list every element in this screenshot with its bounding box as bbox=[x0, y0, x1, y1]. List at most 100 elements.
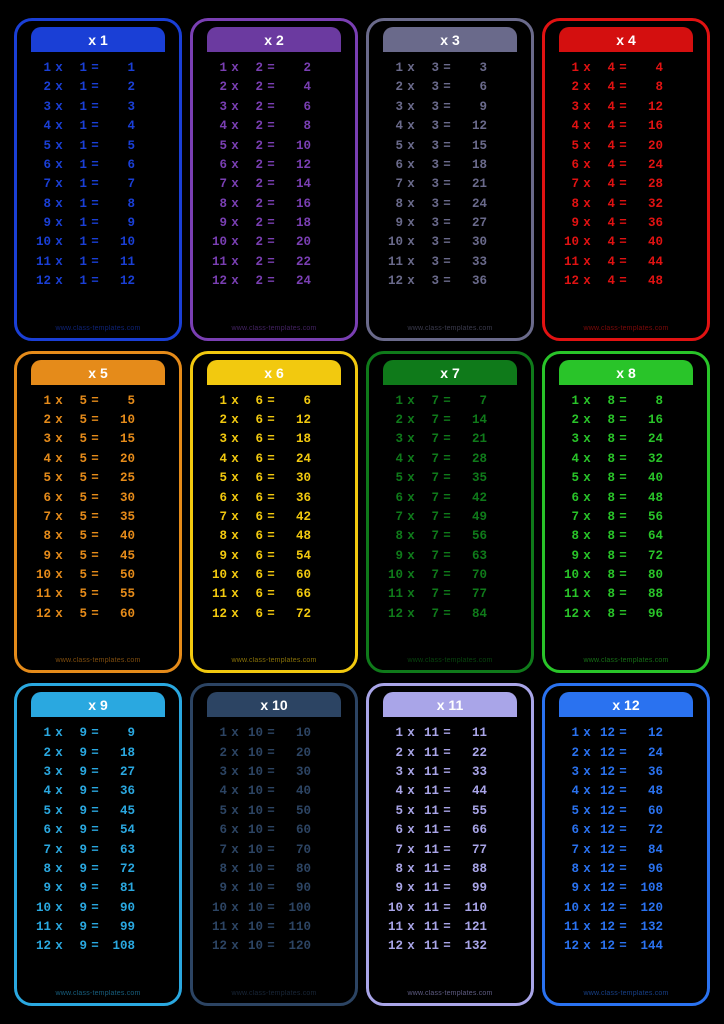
multiplicand: 12 bbox=[207, 606, 227, 623]
equals-symbol: = bbox=[615, 176, 631, 193]
multiplicand: 1 bbox=[31, 725, 51, 742]
multiplier: 12 bbox=[595, 861, 615, 878]
equals-symbol: = bbox=[87, 412, 103, 429]
table-row: 3x1=3 bbox=[31, 99, 165, 116]
mult-symbol: x bbox=[227, 548, 243, 565]
mult-symbol: x bbox=[579, 431, 595, 448]
multiplicand: 12 bbox=[31, 273, 51, 290]
multiplicand: 3 bbox=[31, 764, 51, 781]
equals-symbol: = bbox=[263, 880, 279, 897]
multiplicand: 11 bbox=[559, 919, 579, 936]
table-rows: 1x10=102x10=203x10=304x10=405x10=506x10=… bbox=[201, 725, 347, 986]
multiplier: 1 bbox=[67, 215, 87, 232]
equals-symbol: = bbox=[87, 215, 103, 232]
multiplier: 3 bbox=[419, 79, 439, 96]
mult-symbol: x bbox=[51, 509, 67, 526]
equals-symbol: = bbox=[87, 764, 103, 781]
product: 48 bbox=[631, 490, 663, 507]
multiplicand: 7 bbox=[31, 176, 51, 193]
multiplier: 4 bbox=[595, 176, 615, 193]
product: 27 bbox=[455, 215, 487, 232]
mult-symbol: x bbox=[227, 567, 243, 584]
mult-symbol: x bbox=[51, 157, 67, 174]
multiplicand: 11 bbox=[383, 254, 403, 271]
equals-symbol: = bbox=[615, 842, 631, 859]
product: 16 bbox=[279, 196, 311, 213]
equals-symbol: = bbox=[615, 528, 631, 545]
equals-symbol: = bbox=[439, 900, 455, 917]
multiplicand: 5 bbox=[31, 470, 51, 487]
product: 21 bbox=[455, 176, 487, 193]
mult-symbol: x bbox=[51, 861, 67, 878]
table-row: 7x6=42 bbox=[207, 509, 341, 526]
table-header: x 11 bbox=[383, 692, 517, 717]
multiplier: 10 bbox=[243, 919, 263, 936]
multiplicand: 9 bbox=[383, 215, 403, 232]
table-row: 9x1=9 bbox=[31, 215, 165, 232]
product: 120 bbox=[631, 900, 663, 917]
multiplier: 12 bbox=[595, 725, 615, 742]
table-row: 10x1=10 bbox=[31, 234, 165, 251]
equals-symbol: = bbox=[87, 725, 103, 742]
table-rows: 1x11=112x11=223x11=334x11=445x11=556x11=… bbox=[377, 725, 523, 986]
table-row: 1x4=4 bbox=[559, 60, 693, 77]
table-row: 10x2=20 bbox=[207, 234, 341, 251]
table-row: 5x3=15 bbox=[383, 138, 517, 155]
product: 48 bbox=[631, 273, 663, 290]
multiplier: 7 bbox=[419, 586, 439, 603]
table-header: x 3 bbox=[383, 27, 517, 52]
table-row: 8x10=80 bbox=[207, 861, 341, 878]
table-row: 10x3=30 bbox=[383, 234, 517, 251]
product: 12 bbox=[631, 99, 663, 116]
card-footer: www.class-templates.com bbox=[201, 321, 347, 334]
multiplicand: 5 bbox=[207, 803, 227, 820]
product: 36 bbox=[631, 215, 663, 232]
equals-symbol: = bbox=[87, 938, 103, 955]
product: 2 bbox=[103, 79, 135, 96]
multiplier: 3 bbox=[419, 273, 439, 290]
mult-symbol: x bbox=[579, 783, 595, 800]
equals-symbol: = bbox=[615, 567, 631, 584]
product: 99 bbox=[455, 880, 487, 897]
multiplicand: 10 bbox=[31, 234, 51, 251]
multiplier: 8 bbox=[595, 393, 615, 410]
product: 6 bbox=[279, 99, 311, 116]
mult-symbol: x bbox=[227, 842, 243, 859]
card-footer: www.class-templates.com bbox=[553, 653, 699, 666]
multiplier: 12 bbox=[595, 764, 615, 781]
multiplicand: 5 bbox=[207, 138, 227, 155]
equals-symbol: = bbox=[263, 196, 279, 213]
product: 40 bbox=[631, 234, 663, 251]
equals-symbol: = bbox=[263, 803, 279, 820]
table-row: 4x9=36 bbox=[31, 783, 165, 800]
table-row: 6x6=36 bbox=[207, 490, 341, 507]
mult-symbol: x bbox=[227, 938, 243, 955]
multiplicand: 3 bbox=[207, 431, 227, 448]
product: 1 bbox=[103, 60, 135, 77]
mult-symbol: x bbox=[227, 99, 243, 116]
multiplier: 1 bbox=[67, 196, 87, 213]
multiplier: 7 bbox=[419, 451, 439, 468]
equals-symbol: = bbox=[439, 842, 455, 859]
multiplier: 8 bbox=[595, 490, 615, 507]
product: 11 bbox=[103, 254, 135, 271]
multiplicand: 5 bbox=[31, 138, 51, 155]
multiplier: 12 bbox=[595, 880, 615, 897]
mult-symbol: x bbox=[227, 60, 243, 77]
multiplier: 10 bbox=[243, 900, 263, 917]
multiplicand: 2 bbox=[383, 745, 403, 762]
multiplicand: 3 bbox=[383, 431, 403, 448]
multiplicand: 9 bbox=[383, 548, 403, 565]
equals-symbol: = bbox=[87, 470, 103, 487]
equals-symbol: = bbox=[87, 176, 103, 193]
table-row: 9x12=108 bbox=[559, 880, 693, 897]
multiplicand: 3 bbox=[559, 99, 579, 116]
product: 24 bbox=[279, 273, 311, 290]
table-row: 3x4=12 bbox=[559, 99, 693, 116]
product: 108 bbox=[631, 880, 663, 897]
equals-symbol: = bbox=[263, 528, 279, 545]
equals-symbol: = bbox=[615, 822, 631, 839]
table-row: 5x8=40 bbox=[559, 470, 693, 487]
equals-symbol: = bbox=[615, 60, 631, 77]
mult-symbol: x bbox=[227, 880, 243, 897]
